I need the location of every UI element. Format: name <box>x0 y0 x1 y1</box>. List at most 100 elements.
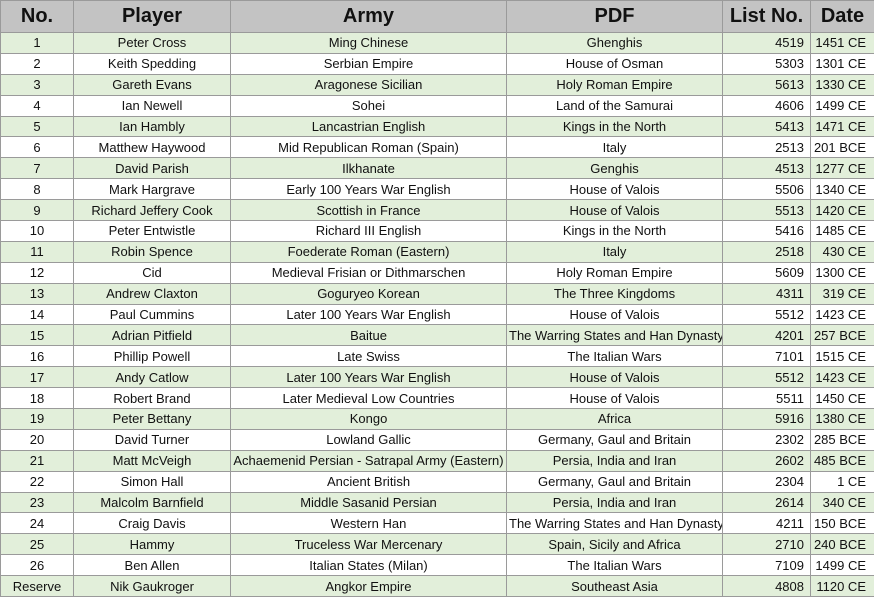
date: 1471 CE <box>810 115 874 138</box>
table-row: 12 Cid Medieval Frisian or Dithmarschen Hol… <box>0 261 874 284</box>
table-row: 7 David Parish Ilkhanate Genghis 4513 1277 CE <box>0 157 874 180</box>
table-row: 26 Ben Allen Italian States (Milan) The Ita… <box>0 554 874 577</box>
list-number: 4808 <box>722 575 811 597</box>
pdf: The Warring States and Han Dynasty <box>506 512 723 535</box>
list-number: 2602 <box>722 449 811 472</box>
player: Keith Spedding <box>73 52 231 75</box>
army: Ancient British <box>230 470 507 493</box>
list-number: 2614 <box>722 491 811 514</box>
army: Middle Sasanid Persian <box>230 491 507 514</box>
pdf: The Warring States and Han Dynasty <box>506 324 723 347</box>
list-number: 4519 <box>722 32 811 54</box>
player: Gareth Evans <box>73 73 231 96</box>
list-number: 5613 <box>722 73 811 96</box>
player: Ian Hambly <box>73 115 231 138</box>
date: 1420 CE <box>810 199 874 222</box>
date: 1301 CE <box>810 52 874 75</box>
row-number: 9 <box>0 199 74 222</box>
date: 319 CE <box>810 282 874 305</box>
player: Cid <box>73 261 231 284</box>
row-number: 13 <box>0 282 74 305</box>
pdf: Germany, Gaul and Britain <box>506 428 723 451</box>
row-number: 26 <box>0 554 74 577</box>
date: 285 BCE <box>810 428 874 451</box>
column-header: List No. <box>722 0 811 33</box>
date: 340 CE <box>810 491 874 514</box>
pdf: Persia, India and Iran <box>506 491 723 514</box>
list-number: 5506 <box>722 178 811 201</box>
army: Ilkhanate <box>230 157 507 180</box>
pdf: The Italian Wars <box>506 345 723 368</box>
date: 1515 CE <box>810 345 874 368</box>
date: 1499 CE <box>810 554 874 577</box>
list-number: 5512 <box>722 366 811 389</box>
army: Lancastrian English <box>230 115 507 138</box>
date: 1300 CE <box>810 261 874 284</box>
table-row: 25 Hammy Truceless War Mercenary Spain, Sic… <box>0 533 874 556</box>
row-number: 1 <box>0 32 74 54</box>
pdf: Spain, Sicily and Africa <box>506 533 723 556</box>
player: Phillip Powell <box>73 345 231 368</box>
row-number: 3 <box>0 73 74 96</box>
row-number: 23 <box>0 491 74 514</box>
army: Sohei <box>230 94 507 117</box>
table-row: 23 Malcolm Barnfield Middle Sasanid Persia… <box>0 491 874 514</box>
pdf: Southeast Asia <box>506 575 723 597</box>
player: Paul Cummins <box>73 303 231 326</box>
player: Andy Catlow <box>73 366 231 389</box>
row-number: 12 <box>0 261 74 284</box>
army: Angkor Empire <box>230 575 507 597</box>
table-row: 5 Ian Hambly Lancastrian English Kings in t… <box>0 115 874 138</box>
army: Aragonese Sicilian <box>230 73 507 96</box>
pdf: Kings in the North <box>506 115 723 138</box>
date: 1 CE <box>810 470 874 493</box>
list-number: 5413 <box>722 115 811 138</box>
player: Malcolm Barnfield <box>73 491 231 514</box>
player: Mark Hargrave <box>73 178 231 201</box>
date: 1485 CE <box>810 220 874 242</box>
column-header: No. <box>0 0 74 33</box>
row-number: 5 <box>0 115 74 138</box>
army: Richard III English <box>230 220 507 242</box>
table-row: 1 Peter Cross Ming Chinese Ghenghis 4519 1451… <box>0 32 874 54</box>
player: Robin Spence <box>73 240 231 263</box>
pdf: Kings in the North <box>506 220 723 242</box>
row-number: 17 <box>0 366 74 389</box>
row-number: Reserve <box>0 575 74 597</box>
table-row: Reserve Nik Gaukroger Angkor Empire Southea… <box>0 575 874 597</box>
table-row: 11 Robin Spence Foederate Roman (Eastern) I… <box>0 240 874 263</box>
table-row: 24 Craig Davis Western Han The Warring Stat… <box>0 512 874 535</box>
date: 1340 CE <box>810 178 874 201</box>
table-row: 13 Andrew Claxton Goguryeo Korean The Three… <box>0 282 874 305</box>
date: 1423 CE <box>810 303 874 326</box>
army: Goguryeo Korean <box>230 282 507 305</box>
date: 257 BCE <box>810 324 874 347</box>
header-row: No. Player Army PDF List No. Date <box>0 0 874 33</box>
row-number: 10 <box>0 220 74 242</box>
list-number: 7109 <box>722 554 811 577</box>
pdf: Ghenghis <box>506 32 723 54</box>
table-row: 10 Peter Entwistle Richard III English King… <box>0 220 874 242</box>
row-number: 24 <box>0 512 74 535</box>
column-header: PDF <box>506 0 723 33</box>
table-row: 19 Peter Bettany Kongo Africa 5916 1380 CE <box>0 408 874 430</box>
pdf: House of Valois <box>506 366 723 389</box>
table-row: 9 Richard Jeffery Cook Scottish in France H… <box>0 199 874 222</box>
player: Craig Davis <box>73 512 231 535</box>
date: 1499 CE <box>810 94 874 117</box>
army: Late Swiss <box>230 345 507 368</box>
pdf: Genghis <box>506 157 723 180</box>
row-number: 15 <box>0 324 74 347</box>
list-number: 5303 <box>722 52 811 75</box>
date: 1120 CE <box>810 575 874 597</box>
player: Nik Gaukroger <box>73 575 231 597</box>
pdf: Holy Roman Empire <box>506 261 723 284</box>
player: Adrian Pitfield <box>73 324 231 347</box>
pdf: Germany, Gaul and Britain <box>506 470 723 493</box>
pdf: House of Valois <box>506 387 723 410</box>
list-number: 7101 <box>722 345 811 368</box>
date: 1330 CE <box>810 73 874 96</box>
column-header: Player <box>73 0 231 33</box>
